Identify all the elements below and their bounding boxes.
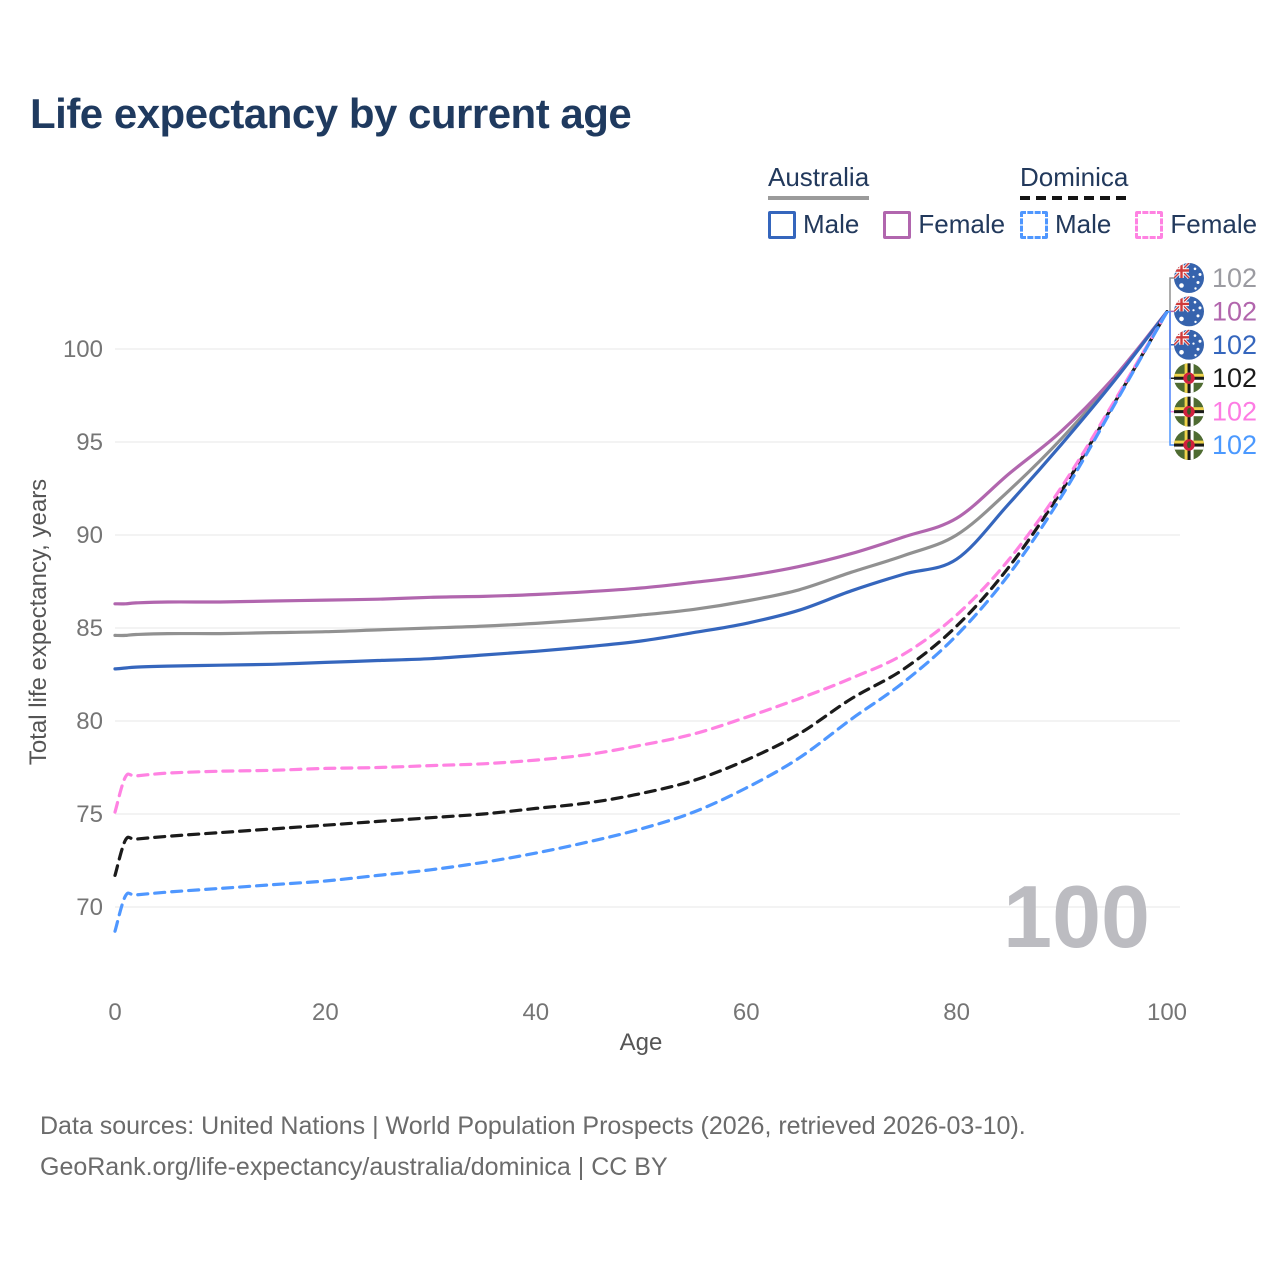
series-line-dominica-all[interactable] <box>113 310 1169 877</box>
x-tick-label: 80 <box>943 999 970 1026</box>
legend-country-dominica[interactable]: Dominica <box>1020 162 1129 200</box>
series-line-australia-female[interactable] <box>113 310 1169 606</box>
y-tick-label: 75 <box>76 801 103 828</box>
y-tick-label: 85 <box>76 615 103 642</box>
dominica-flag-icon <box>1174 363 1204 393</box>
australia-male-swatch[interactable] <box>768 210 796 239</box>
x-tick-label: 60 <box>733 999 760 1026</box>
series-line-australia-all[interactable] <box>113 310 1169 638</box>
dominica-dashed-line-swatch <box>1020 196 1129 200</box>
end-label-connectors <box>1166 277 1174 446</box>
y-tick-label: 70 <box>76 894 103 921</box>
page-title: Life expectancy by current age <box>30 90 632 137</box>
end-value-label-dominica-all: 102 <box>1212 363 1257 393</box>
data-sources-line: Data sources: United Nations | World Pop… <box>40 1112 1026 1140</box>
y-tick-label: 100 <box>63 336 103 363</box>
legend-group-australia: Australia Male Female <box>768 162 1029 240</box>
australia-flag-icon <box>1174 296 1204 326</box>
y-axis-tick-labels: 70 75 80 85 90 95 100 <box>63 336 103 921</box>
end-value-label-australia-all: 102 <box>1212 263 1257 293</box>
legend-label-australia-male[interactable]: Male <box>803 209 860 239</box>
georank-url-line: GeoRank.org/life-expectancy/australia/do… <box>40 1153 668 1181</box>
y-tick-label: 95 <box>76 429 103 456</box>
legend: Australia Male Female Dominica Male Fema… <box>0 162 1280 242</box>
australia-female-swatch[interactable] <box>883 210 912 239</box>
dominica-female-swatch[interactable] <box>1135 210 1164 239</box>
end-value-label-dominica-male: 102 <box>1212 430 1257 460</box>
legend-country-label: Australia <box>768 162 870 192</box>
end-value-label-australia-male: 102 <box>1212 330 1257 360</box>
x-tick-label: 100 <box>1147 999 1187 1026</box>
label-connector-line <box>1166 277 1174 313</box>
series-line-australia-male[interactable] <box>113 310 1169 671</box>
legend-group-dominica: Dominica Male Female <box>1020 162 1280 240</box>
legend-label-dominica-male[interactable]: Male <box>1055 209 1112 239</box>
legend-country-label: Dominica <box>1020 162 1129 192</box>
australia-solid-line-swatch <box>768 196 870 200</box>
x-axis-tick-labels: 0 20 40 60 80 100 <box>108 999 1187 1026</box>
series-lines <box>113 310 1169 933</box>
y-tick-label: 80 <box>76 708 103 735</box>
x-tick-label: 0 <box>108 999 121 1026</box>
series-line-dominica-male[interactable] <box>113 310 1169 933</box>
end-label-flags <box>1174 263 1204 460</box>
legend-label-australia-female[interactable]: Female <box>918 209 1006 239</box>
label-connector-line <box>1166 311 1174 446</box>
australia-flag-icon <box>1174 330 1204 360</box>
end-value-label-dominica-female: 102 <box>1212 397 1257 427</box>
age-counter-watermark: 100 <box>1003 867 1150 966</box>
legend-country-australia[interactable]: Australia <box>768 162 870 200</box>
legend-label-dominica-female[interactable]: Female <box>1170 209 1258 239</box>
y-axis-title: Total life expectancy, years <box>25 479 52 765</box>
source-attribution: Data sources: United Nations | World Pop… <box>40 1106 1026 1188</box>
x-tick-label: 20 <box>312 999 339 1026</box>
gridlines <box>115 348 1180 908</box>
australia-flag-icon <box>1174 263 1204 293</box>
end-value-label-australia-female: 102 <box>1212 296 1257 326</box>
dominica-male-swatch[interactable] <box>1020 210 1048 239</box>
dominica-flag-icon <box>1174 397 1204 427</box>
dominica-flag-icon <box>1174 430 1204 460</box>
series-line-dominica-female[interactable] <box>113 310 1169 814</box>
y-tick-label: 90 <box>76 522 103 549</box>
x-axis-title: Age <box>620 1029 663 1056</box>
x-tick-label: 40 <box>522 999 549 1026</box>
